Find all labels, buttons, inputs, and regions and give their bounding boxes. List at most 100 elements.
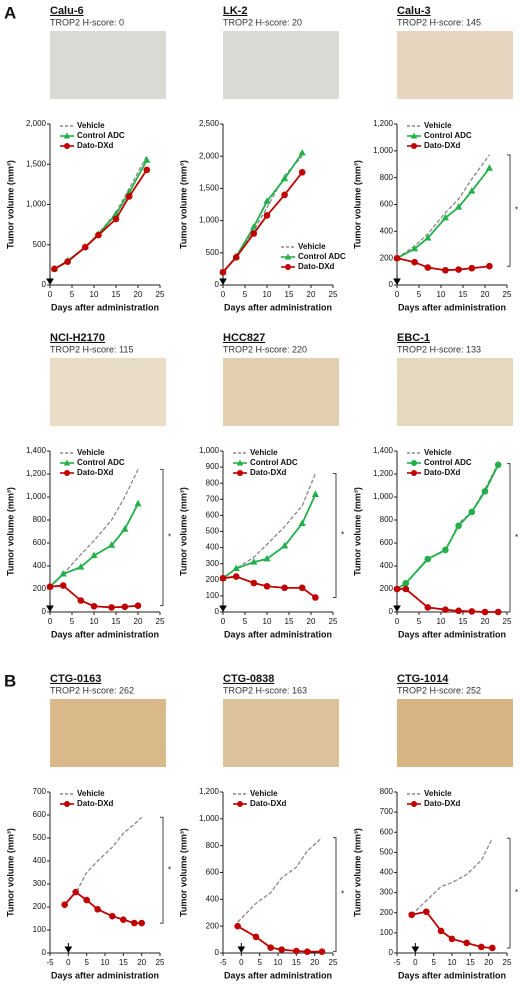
y-tick-label: 800 [380,173,394,182]
y-tick-label: 0 [215,948,220,957]
data-point [442,606,449,613]
data-point [51,265,58,273]
data-point [263,197,271,204]
data-point [281,174,289,182]
dosing-arrow [411,943,420,953]
x-tick-label: 25 [503,958,512,967]
chart-title: CTG-1014 [397,673,449,685]
x-tick-label: 15 [119,958,128,967]
data-point [468,608,476,615]
data-point [481,487,489,495]
x-tick-label: 10 [90,617,99,626]
significance-bracket [507,463,511,613]
series-line [53,159,148,270]
ihc-image [50,31,166,99]
legend-label: Dato-DXd [77,799,114,808]
legend-marker [285,264,291,270]
y-axis-label: Tumor volume (mm³) [352,828,362,917]
x-tick-label: 5 [70,290,75,299]
x-tick-label: -5 [46,958,54,967]
significance-bracket [507,837,511,949]
x-tick-label: 15 [459,617,468,626]
x-axis-label: Days after administration [398,302,506,312]
dosing-arrow [393,602,401,612]
data-point [81,243,89,251]
y-tick-label: 800 [380,515,394,524]
legend-label: Dato-DXd [77,141,114,150]
data-point [408,911,415,919]
y-tick-label: 600 [33,538,47,547]
y-tick-label: 1,000 [26,492,47,501]
data-point [411,258,418,266]
legend-marker [411,460,417,466]
data-point [442,546,449,554]
significance-bracket [333,473,337,599]
y-tick-label: 0 [215,280,220,289]
chart-title: LK-2 [223,5,247,17]
x-axis-label: Days after administration [51,970,159,980]
data-point [234,922,241,930]
data-point [219,268,227,276]
data-point [298,584,306,592]
y-tick-label: 800 [380,787,394,796]
ihc-image [50,699,166,767]
data-point [232,254,240,261]
chart-subtitle: TROP2 H-score: 20 [223,17,302,27]
chart-subtitle: TROP2 H-score: 163 [223,685,307,695]
dosing-arrow [64,943,73,953]
data-point [90,602,98,610]
y-axis-label: Tumor volume (mm³) [5,828,15,917]
y-tick-label: 400 [206,543,220,552]
x-tick-label: 0 [66,958,71,967]
panel-label: A [4,3,16,22]
data-point [263,212,271,219]
x-tick-label: 10 [448,958,457,967]
x-tick-label: 5 [84,958,89,967]
legend-label: Dato-DXd [77,468,114,477]
data-point [441,213,449,221]
y-tick-label: 700 [33,787,47,796]
y-tick-label: 600 [380,538,394,547]
data-point [252,933,260,941]
y-tick-label: 200 [380,584,394,593]
data-point [442,266,449,274]
data-point [59,570,67,577]
y-axis-label: Tumor volume (mm³) [178,487,188,576]
y-tick-label: 1,200 [373,469,394,478]
ihc-image [397,358,513,426]
legend-label: Dato-DXd [250,468,287,477]
y-tick-label: 200 [380,908,394,917]
data-point [90,551,98,559]
y-axis-label: Tumor volume (mm³) [5,160,15,249]
data-point [134,499,142,507]
y-tick-label: 1,000 [199,216,220,225]
chart-title: Calu-3 [397,5,431,17]
x-tick-label: 10 [437,617,446,626]
y-tick-label: 500 [380,847,394,856]
significance-mark: * [168,865,171,874]
y-tick-label: 1,000 [199,814,220,823]
y-tick-label: 800 [206,478,220,487]
legend-marker [64,470,70,476]
y-axis-label: Tumor volume (mm³) [352,487,362,576]
y-tick-label: 200 [380,253,394,262]
x-tick-label: 0 [221,617,226,626]
series-line [222,152,303,273]
legend-label: Vehicle [424,448,452,457]
legend-label: Vehicle [250,448,278,457]
y-tick-label: 1,500 [199,184,220,193]
x-axis-label: Days after administration [224,629,332,639]
legend-label: Control ADC [298,252,346,261]
x-tick-label: 20 [481,617,490,626]
data-point [143,166,151,174]
data-point [61,901,68,908]
x-tick-label: 0 [395,617,400,626]
data-point [263,582,271,590]
legend-marker [63,132,71,139]
legend-label: Vehicle [77,121,105,130]
data-point [125,193,133,200]
data-point [424,555,432,563]
significance-mark: * [341,890,344,899]
dosing-arrow [393,275,401,285]
legend-label: Vehicle [77,448,105,457]
